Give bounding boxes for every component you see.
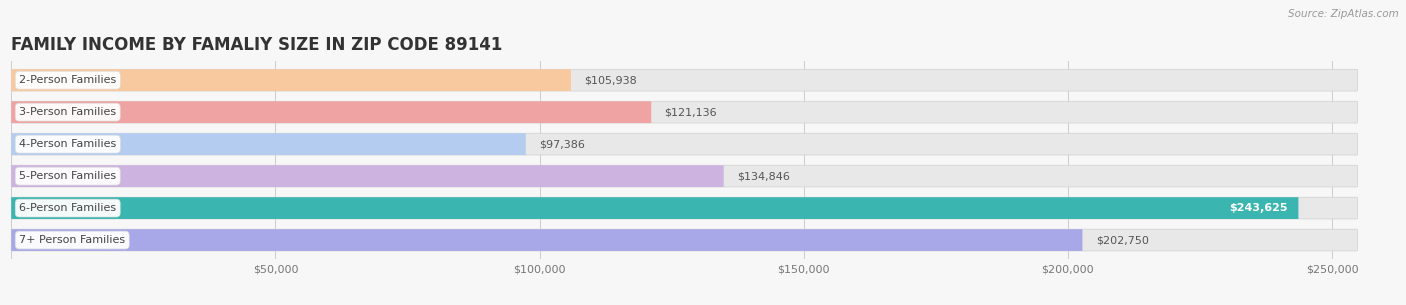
FancyBboxPatch shape	[11, 165, 724, 187]
Text: 5-Person Families: 5-Person Families	[20, 171, 117, 181]
FancyBboxPatch shape	[11, 133, 526, 155]
FancyBboxPatch shape	[11, 101, 1357, 123]
Text: 2-Person Families: 2-Person Families	[20, 75, 117, 85]
Text: 6-Person Families: 6-Person Families	[20, 203, 117, 213]
FancyBboxPatch shape	[11, 165, 1357, 187]
Text: Source: ZipAtlas.com: Source: ZipAtlas.com	[1288, 9, 1399, 19]
FancyBboxPatch shape	[11, 197, 1357, 219]
FancyBboxPatch shape	[11, 197, 1298, 219]
FancyBboxPatch shape	[11, 101, 651, 123]
Text: $243,625: $243,625	[1229, 203, 1288, 213]
Text: $105,938: $105,938	[583, 75, 637, 85]
Text: $97,386: $97,386	[538, 139, 585, 149]
Text: FAMILY INCOME BY FAMALIY SIZE IN ZIP CODE 89141: FAMILY INCOME BY FAMALIY SIZE IN ZIP COD…	[11, 36, 502, 54]
Text: 7+ Person Families: 7+ Person Families	[20, 235, 125, 245]
FancyBboxPatch shape	[11, 69, 571, 91]
FancyBboxPatch shape	[11, 133, 1357, 155]
FancyBboxPatch shape	[11, 69, 1357, 91]
Text: 4-Person Families: 4-Person Families	[20, 139, 117, 149]
Text: $134,846: $134,846	[737, 171, 790, 181]
Text: 3-Person Families: 3-Person Families	[20, 107, 117, 117]
FancyBboxPatch shape	[11, 229, 1357, 251]
Text: $121,136: $121,136	[665, 107, 717, 117]
FancyBboxPatch shape	[11, 229, 1083, 251]
Text: $202,750: $202,750	[1095, 235, 1149, 245]
